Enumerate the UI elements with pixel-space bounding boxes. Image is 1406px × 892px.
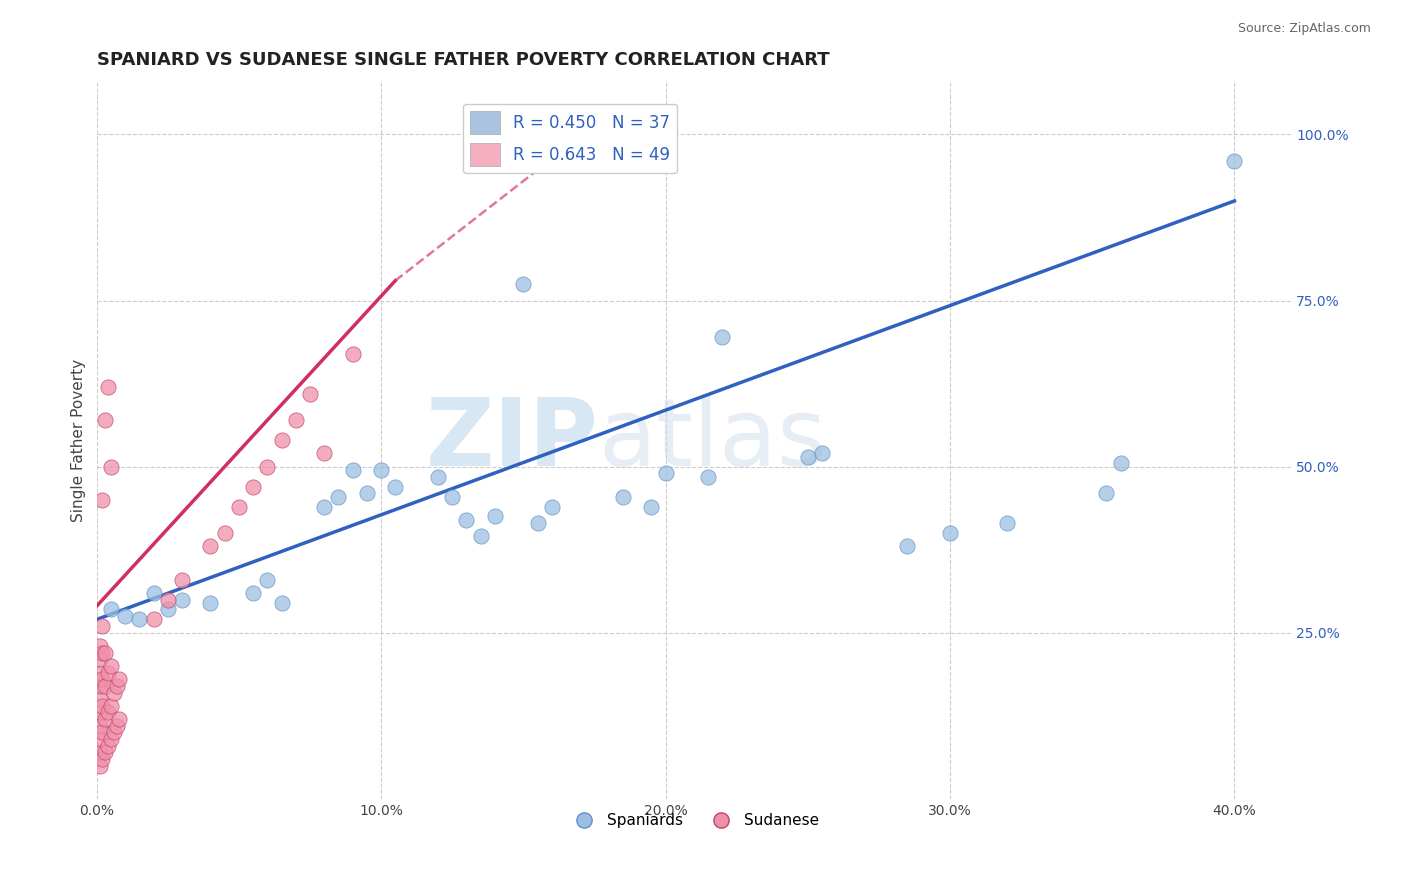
Point [156,592,179,607]
Point [1095,486,1118,500]
Point [654,467,676,481]
Point [697,469,720,483]
Point [298,386,321,401]
Text: Source: ZipAtlas.com: Source: ZipAtlas.com [1237,22,1371,36]
Point [540,500,562,514]
Point [103,685,125,699]
Point [100,459,122,474]
Point [470,529,492,543]
Point [94,646,117,660]
Point [142,612,165,626]
Point [896,540,918,554]
Point [170,573,193,587]
Point [91,672,114,686]
Legend: Spaniards, Sudanese: Spaniards, Sudanese [562,807,825,834]
Point [89,665,111,680]
Y-axis label: Single Father Poverty: Single Father Poverty [72,359,86,522]
Point [91,492,114,507]
Point [91,698,114,713]
Point [384,480,406,494]
Point [228,500,250,514]
Point [89,745,111,759]
Point [100,732,122,747]
Point [214,526,236,541]
Point [100,698,122,713]
Point [91,725,114,739]
Point [342,347,364,361]
Point [100,659,122,673]
Point [97,706,120,720]
Point [91,646,114,660]
Point [108,672,131,686]
Point [200,540,222,554]
Point [314,446,336,460]
Text: ZIP: ZIP [426,394,599,486]
Point [89,639,111,653]
Point [156,602,179,616]
Point [512,277,534,291]
Point [108,712,131,726]
Point [89,706,111,720]
Point [94,413,117,427]
Point [170,592,193,607]
Point [89,732,111,747]
Point [256,459,278,474]
Point [811,446,834,460]
Point [89,692,111,706]
Point [128,612,150,626]
Point [456,513,478,527]
Point [612,490,634,504]
Point [1109,456,1132,470]
Point [89,719,111,733]
Point [94,679,117,693]
Point [370,463,392,477]
Point [328,490,350,504]
Point [91,752,114,766]
Point [103,725,125,739]
Point [270,433,292,447]
Point [797,450,820,464]
Point [89,652,111,666]
Point [105,679,128,693]
Point [200,596,222,610]
Point [94,712,117,726]
Point [342,463,364,477]
Point [427,469,450,483]
Point [441,490,464,504]
Point [526,516,548,530]
Point [100,602,122,616]
Point [97,380,120,394]
Point [97,739,120,753]
Point [242,586,264,600]
Point [242,480,264,494]
Point [939,526,962,541]
Point [270,596,292,610]
Point [91,619,114,633]
Point [356,486,378,500]
Point [484,509,506,524]
Point [94,745,117,759]
Point [1223,154,1246,169]
Point [142,586,165,600]
Point [995,516,1018,530]
Text: atlas: atlas [599,394,827,486]
Point [256,573,278,587]
Point [97,665,120,680]
Point [640,500,662,514]
Point [89,758,111,772]
Text: SPANIARD VS SUDANESE SINGLE FATHER POVERTY CORRELATION CHART: SPANIARD VS SUDANESE SINGLE FATHER POVER… [97,51,830,69]
Point [89,679,111,693]
Point [105,719,128,733]
Point [314,500,336,514]
Point [284,413,307,427]
Point [114,609,136,624]
Point [711,330,734,344]
